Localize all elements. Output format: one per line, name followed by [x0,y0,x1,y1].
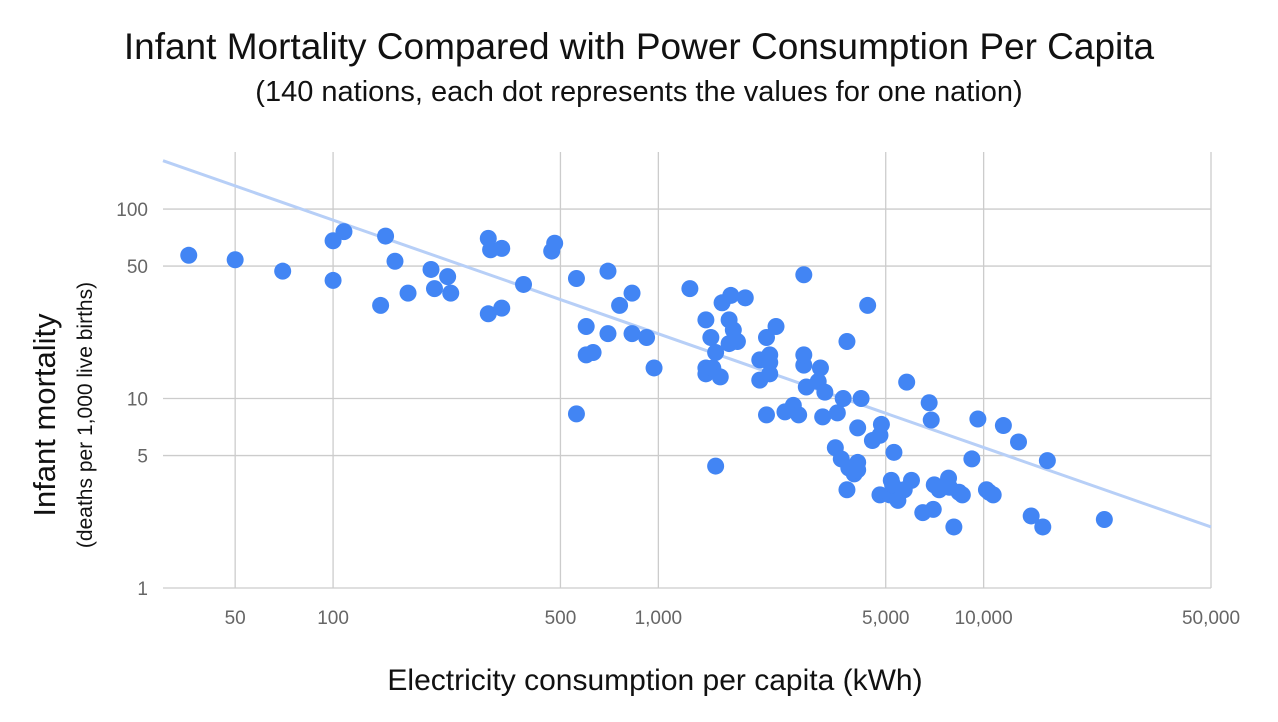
data-point [599,262,617,280]
data-point [372,296,390,314]
data-point [849,461,867,479]
data-point [728,332,746,350]
data-point [828,404,846,422]
data-point [814,408,832,426]
data-point [902,471,920,489]
data-point [399,284,417,302]
data-point [924,500,942,518]
y-axis-title: Infant mortality [27,313,62,517]
data-point [611,296,629,314]
data-point [872,415,890,433]
data-point [546,234,564,252]
data-point [1010,433,1028,451]
data-point [922,411,940,429]
data-point [1034,518,1052,536]
data-point [386,252,404,270]
data-point [898,373,916,391]
y-tick-label: 10 [127,390,148,411]
data-point [1038,452,1056,470]
data-point [577,317,595,335]
data-point [515,275,533,293]
data-point [953,486,971,504]
data-point [816,383,834,401]
data-point [838,481,856,499]
x-tick-label: 5,000 [862,608,910,629]
data-point [274,262,292,280]
data-point [757,328,775,346]
data-point [439,268,457,286]
data-point [180,246,198,264]
data-point [945,518,963,536]
data-point [599,325,617,343]
data-point [623,325,641,343]
gridlines [163,152,1212,589]
data-point [567,269,585,287]
y-axis-subtitle: (deaths per 1,000 live births) [74,282,97,548]
data-point [324,271,342,289]
data-point [707,457,725,475]
data-point [795,266,813,284]
data-point [702,328,720,346]
trendline-layer [162,159,1212,529]
y-tick-label: 100 [116,200,148,221]
x-tick-label: 10,000 [955,608,1013,629]
data-point [493,239,511,257]
data-points [180,223,1113,536]
data-point [736,289,754,307]
data-point [757,406,775,424]
data-point [767,317,785,335]
x-tick-label: 500 [545,608,577,629]
x-axis-title: Electricity consumption per capita (kWh) [387,664,922,697]
data-point [859,296,877,314]
chart-subtitle: (140 nations, each dot represents the va… [255,76,1023,108]
data-point [479,305,497,323]
x-tick-label: 1,000 [635,608,683,629]
chart-title: Infant Mortality Compared with Power Con… [123,26,1155,67]
data-point [623,284,641,302]
data-point [963,450,981,468]
data-point [567,405,585,423]
data-point [849,419,867,437]
x-tick-label: 100 [317,608,349,629]
data-point [584,343,602,361]
data-point [1095,510,1113,528]
data-point [761,365,779,383]
data-point [1022,507,1040,525]
x-tick-label: 50 [225,608,246,629]
tick-labels: 50 100 500 1,000 5,000 10,000 50,000 1 5 10 50 100 [116,200,1240,629]
data-point [790,406,808,424]
x-tick-label: 50,000 [1182,608,1240,629]
data-point [811,359,829,377]
data-point [722,286,740,304]
data-point [969,410,987,428]
data-point [493,299,511,317]
data-point [795,346,813,364]
data-point [442,284,460,302]
data-point [681,280,699,298]
data-point [707,343,725,361]
data-point [994,417,1012,435]
data-point [697,311,715,329]
y-tick-label: 1 [137,579,148,600]
data-point [422,260,440,278]
data-point [645,359,663,377]
data-point [377,227,395,245]
data-point [425,280,443,298]
data-point [226,251,244,269]
data-point [335,223,353,241]
y-tick-label: 5 [137,447,148,468]
data-point [711,368,729,386]
data-point [984,486,1002,504]
data-point [852,390,870,408]
data-point [834,390,852,408]
data-point [920,394,938,412]
data-point [638,328,656,346]
data-point [838,332,856,350]
trendline [162,159,1212,529]
data-point [885,443,903,461]
y-tick-label: 50 [127,257,148,278]
